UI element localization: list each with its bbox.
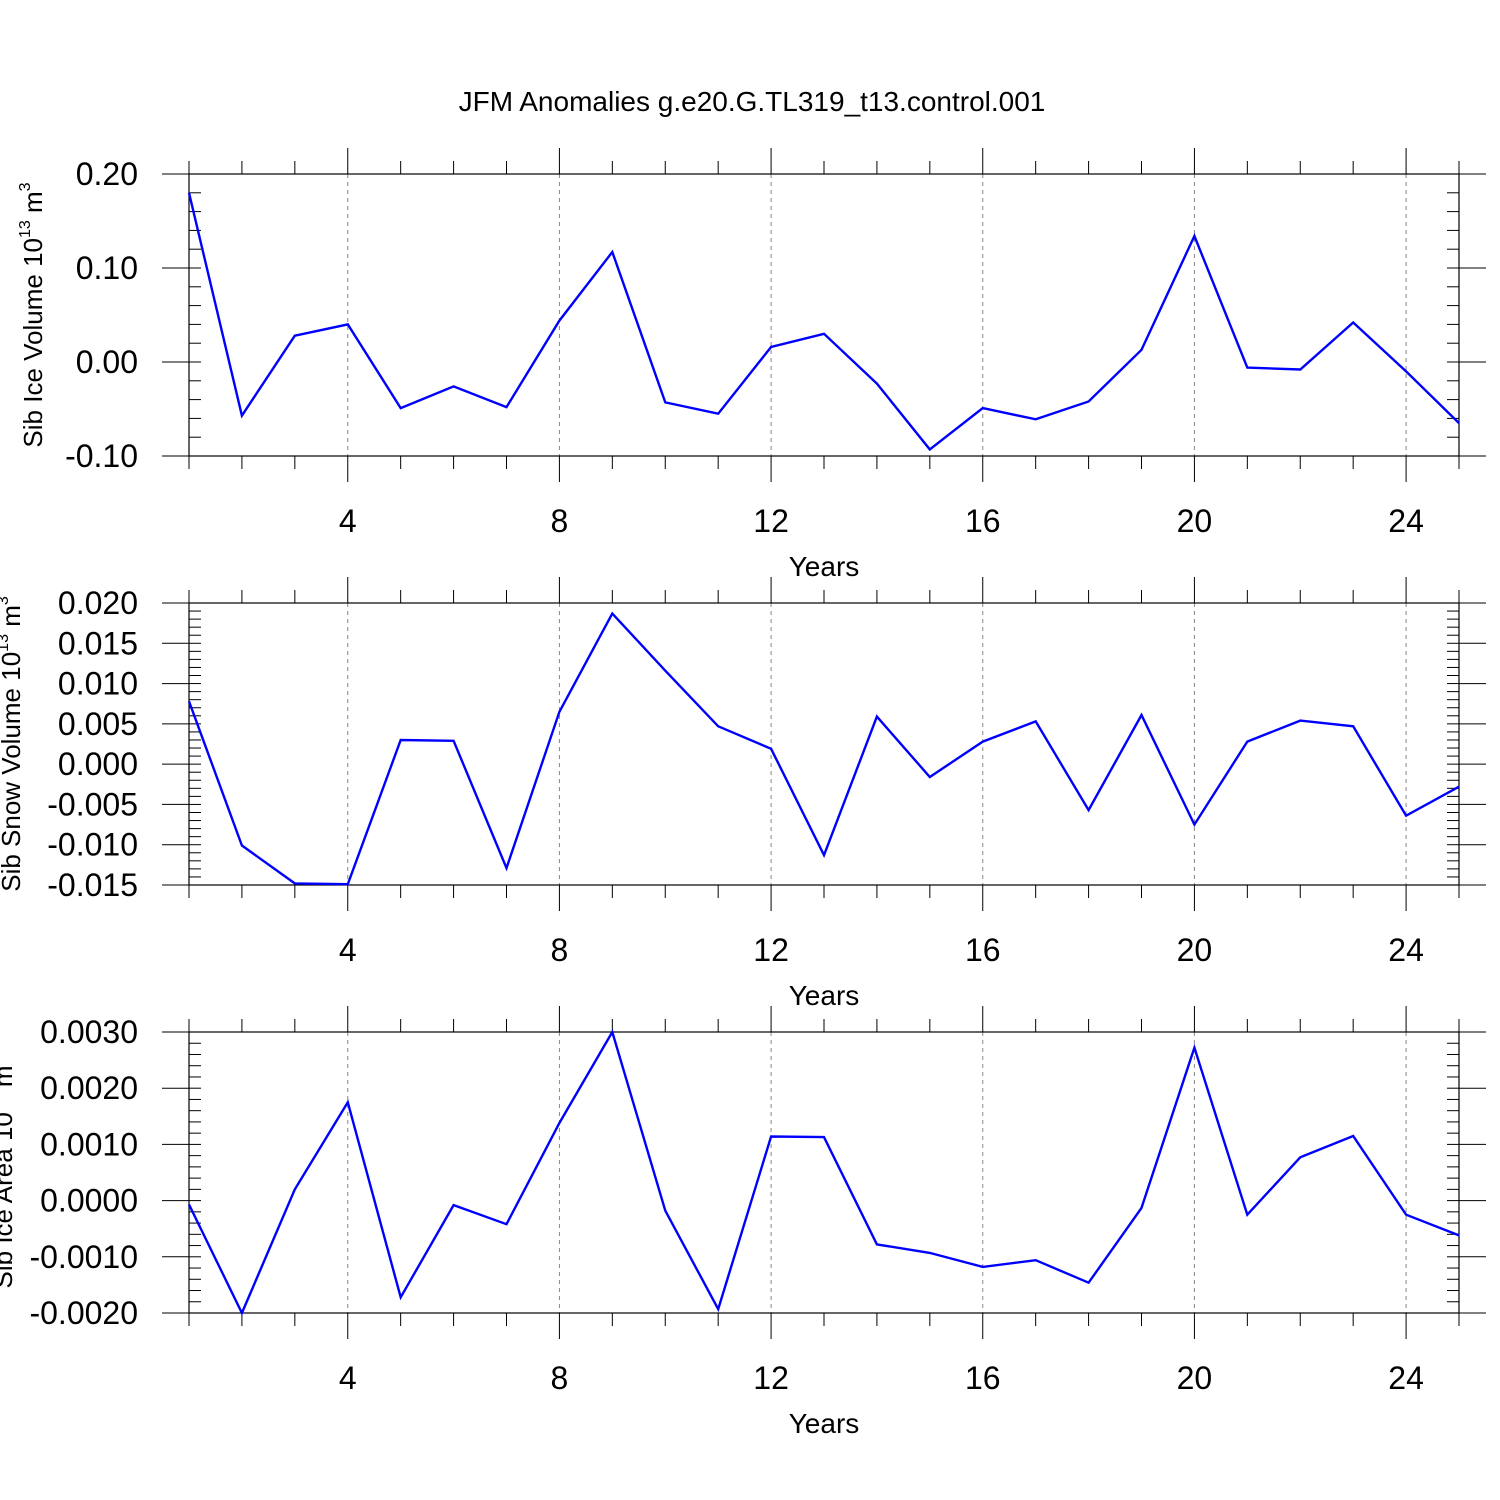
x-tick-label: 20: [1177, 932, 1213, 968]
x-tick-label: 4: [339, 1360, 357, 1396]
x-tick-label: 16: [965, 1360, 1001, 1396]
y-tick-label: 0.0020: [40, 1070, 138, 1106]
y-tick-label: -0.010: [47, 827, 138, 863]
y-axis-label-unit-exponent: 3: [17, 182, 34, 191]
figure-title: JFM Anomalies g.e20.G.TL319_t13.control.…: [459, 86, 1046, 117]
y-tick-label: -0.10: [65, 438, 138, 474]
y-axis-label-unit: m: [0, 605, 26, 634]
y-tick-label: 0.015: [58, 625, 138, 661]
y-axis-label: Sib Ice Area 1013 m2: [0, 1056, 18, 1288]
y-axis-label-unit: m: [0, 1065, 18, 1094]
x-axis-label: Years: [789, 1408, 860, 1439]
x-tick-label: 16: [965, 503, 1001, 539]
y-tick-label: 0.005: [58, 706, 138, 742]
x-tick-label: 8: [551, 503, 569, 539]
y-tick-label: -0.0020: [29, 1295, 138, 1331]
x-axis-label: Years: [789, 980, 860, 1011]
y-axis-label: Sib Snow Volume 1013 m3: [0, 596, 26, 892]
y-tick-label: 0.10: [76, 250, 138, 286]
x-tick-label: 24: [1388, 503, 1424, 539]
x-tick-label: 12: [753, 1360, 789, 1396]
y-axis-label-exponent: 13: [0, 634, 12, 652]
series-line: [187, 611, 1460, 886]
x-tick-label: 16: [965, 932, 1001, 968]
y-tick-label: 0.000: [58, 746, 138, 782]
y-tick-label: 0.20: [76, 156, 138, 192]
y-tick-label: -0.015: [47, 867, 138, 903]
x-tick-label: 8: [551, 1360, 569, 1396]
y-axis-label-text: Sib Snow Volume 10: [0, 652, 26, 892]
y-axis-label-unit-exponent: 3: [0, 596, 12, 605]
y-axis-label-text: Sib Ice Area 10: [0, 1112, 18, 1288]
y-axis-label: Sib Ice Volume 1013 m3: [17, 182, 48, 447]
y-tick-label: 0.0010: [40, 1126, 138, 1162]
x-tick-label: 20: [1177, 503, 1213, 539]
chart-panel-2: 4 8 12 16 20 24 Years -0.015 -0.010 -0.005 0.000 0.…: [0, 577, 1486, 1011]
y-tick-label: 0.010: [58, 666, 138, 702]
x-tick-label: 4: [339, 503, 357, 539]
x-tick-label: 24: [1388, 932, 1424, 968]
y-axis-label-unit: m: [18, 191, 48, 220]
x-tick-label: 24: [1388, 1360, 1424, 1396]
x-tick-label: 12: [753, 932, 789, 968]
chart-panel-3: 4 8 12 16 20 24 Years -0.0020 -0.0010 0.0000 0.001…: [0, 1006, 1486, 1439]
x-tick-label: 12: [753, 503, 789, 539]
x-axis-label: Years: [789, 551, 860, 582]
y-tick-label: 0.0000: [40, 1183, 138, 1219]
y-tick-label: -0.005: [47, 786, 138, 822]
y-axis-label-unit-exponent: 2: [0, 1056, 4, 1065]
y-tick-label: -0.0010: [29, 1239, 138, 1275]
y-axis-label-exponent: 13: [0, 1094, 4, 1112]
chart-panel-1: 4 8 12 16 20 24 Years -0.10 0.00 0.10 0.20 Sib Ice …: [17, 148, 1486, 582]
y-axis-label-text: Sib Ice Volume 10: [18, 238, 48, 448]
y-tick-label: 0.00: [76, 344, 138, 380]
y-tick-label: 0.020: [58, 585, 138, 621]
y-tick-label: 0.0030: [40, 1014, 138, 1050]
y-axis-label-exponent: 13: [17, 220, 34, 238]
x-tick-label: 8: [551, 932, 569, 968]
x-tick-label: 4: [339, 932, 357, 968]
x-tick-label: 20: [1177, 1360, 1213, 1396]
